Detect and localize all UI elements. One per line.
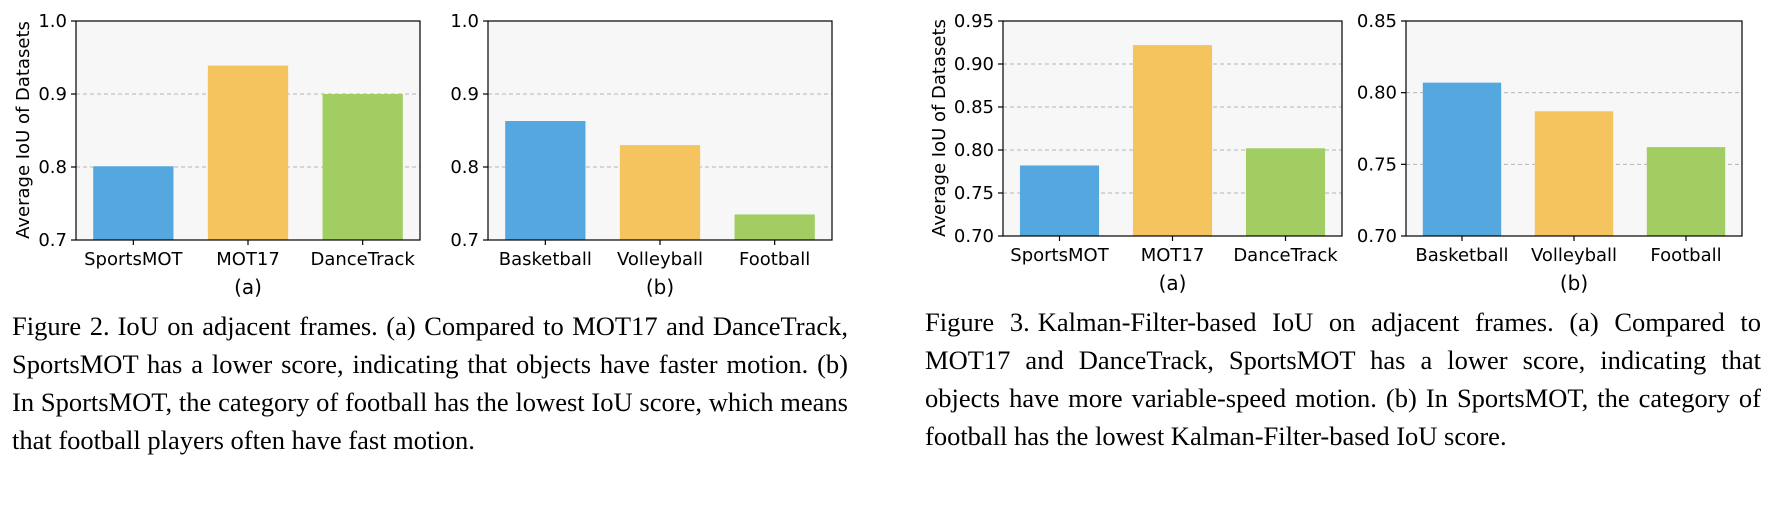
chart-fig3a: 0.70 0.75 0.80 0.85 0.90 0.95 SportsMOT MOT17 Da… xyxy=(929,11,1343,295)
y-tick-label: 1.0 xyxy=(38,11,67,32)
x-tick-label: Volleyball xyxy=(1531,245,1617,266)
x-tick-label: Basketball xyxy=(1415,245,1508,266)
axes-frame xyxy=(487,20,833,241)
bar-football xyxy=(734,214,815,240)
x-tick-label: SportsMOT xyxy=(84,249,183,270)
figure-2-label: Figure 2. xyxy=(12,311,110,341)
bar-basketball xyxy=(505,121,586,240)
x-tick-label: Football xyxy=(1650,245,1721,266)
figure-3-caption-text: Kalman-Filter-based IoU on adjacent fram… xyxy=(925,307,1762,451)
x-tick-label: Basketball xyxy=(499,249,592,270)
bar-football xyxy=(1646,147,1726,236)
panel-label: (a) xyxy=(1159,271,1187,295)
axes-frame xyxy=(75,20,421,241)
chart-fig2b: 0.7 0.8 0.9 1.0 Basketball Volleyball Football… xyxy=(450,11,833,299)
panel-label: (a) xyxy=(234,275,262,299)
bar-mot17 xyxy=(1132,45,1213,236)
y-tick-label: 0.95 xyxy=(954,11,994,32)
x-tick-label: DanceTrack xyxy=(310,249,415,270)
y-tick-label: 0.80 xyxy=(954,140,994,161)
figure-3-caption: Figure 3. Kalman-Filter-based IoU on adja… xyxy=(925,303,1761,455)
y-tick-label: 0.7 xyxy=(450,230,479,251)
bar-basketball xyxy=(1422,82,1502,236)
bar-sportsmot xyxy=(93,166,174,240)
y-tick-label: 0.75 xyxy=(954,183,994,204)
axes-frame xyxy=(1002,20,1343,237)
axes-frame xyxy=(1405,20,1743,237)
x-tick-label: SportsMOT xyxy=(1010,245,1109,266)
y-tick-label: 0.9 xyxy=(38,84,67,105)
y-tick-label: 0.90 xyxy=(954,54,994,75)
y-tick-label: 0.75 xyxy=(1357,154,1397,175)
bar-volleyball xyxy=(619,145,701,240)
y-tick-label: 0.8 xyxy=(38,157,67,178)
y-tick-label: 0.80 xyxy=(1357,83,1397,104)
y-tick-label: 1.0 xyxy=(450,11,479,32)
panel-label: (b) xyxy=(646,275,674,299)
bar-volleyball xyxy=(1534,111,1614,236)
y-tick-label: 0.8 xyxy=(450,157,479,178)
x-tick-label: MOT17 xyxy=(216,249,280,270)
figure-2-caption-text: IoU on adjacent frames. (a) Compared to … xyxy=(12,311,849,455)
y-tick-label: 0.9 xyxy=(450,84,479,105)
y-tick-label: 0.70 xyxy=(1357,226,1397,247)
y-tick-label: 0.85 xyxy=(1357,11,1397,32)
bar-mot17 xyxy=(207,65,289,240)
y-axis-label: Average IoU of Datasets xyxy=(929,19,950,237)
x-tick-label: Volleyball xyxy=(617,249,703,270)
figure-3-label: Figure 3. xyxy=(925,307,1030,337)
y-tick-label: 0.85 xyxy=(954,97,994,118)
x-tick-label: Football xyxy=(739,249,810,270)
y-tick-label: 0.70 xyxy=(954,226,994,247)
panel-label: (b) xyxy=(1560,271,1588,295)
bar-sportsmot xyxy=(1019,165,1100,236)
figure-2-caption: Figure 2. IoU on adjacent frames. (a) Com… xyxy=(12,307,848,459)
y-tick-label: 0.7 xyxy=(38,230,67,251)
chart-fig2a: 0.7 0.8 0.9 1.0 SportsMOT MOT17 DanceTrack (a) A… xyxy=(13,11,421,299)
bar-dancetrack xyxy=(1245,148,1326,236)
y-axis-label: Average IoU of Datasets xyxy=(13,21,34,239)
chart-fig3b: 0.70 0.75 0.80 0.85 Basketball Volleyball Foot… xyxy=(1357,11,1743,295)
x-tick-label: DanceTrack xyxy=(1233,245,1338,266)
bar-dancetrack xyxy=(322,94,403,240)
x-tick-label: MOT17 xyxy=(1141,245,1205,266)
